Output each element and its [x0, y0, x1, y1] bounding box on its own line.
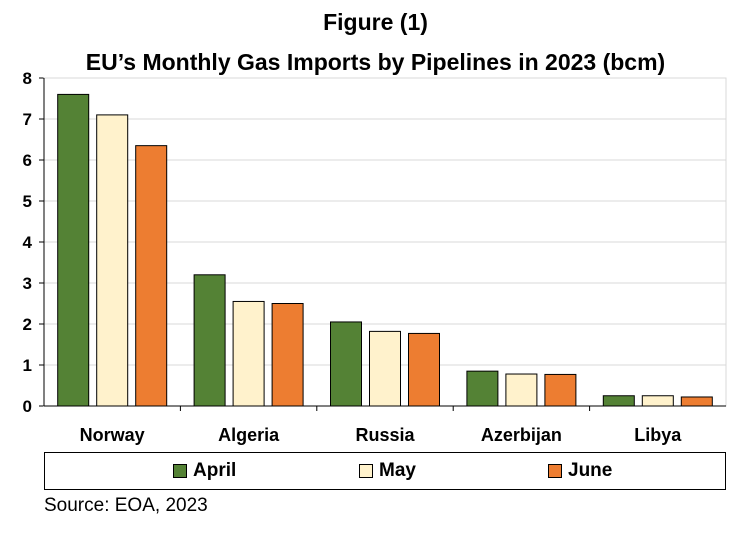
bar-may-norway	[96, 114, 129, 407]
bar-may-russia	[369, 330, 401, 407]
y-tick-label: 4	[23, 233, 33, 252]
y-tick-label: 5	[23, 192, 32, 211]
x-tick-label: Azerbijan	[481, 425, 562, 445]
legend-item-june: June	[548, 460, 613, 481]
legend-item-may: May	[359, 460, 416, 481]
bar-april-norway	[57, 93, 90, 407]
legend-swatch-april	[173, 464, 187, 478]
y-tick-label: 2	[23, 315, 32, 334]
legend-item-april: April	[173, 460, 237, 481]
bar-april-algeria	[193, 274, 226, 407]
bar-may-azerbijan	[505, 373, 538, 407]
chart-title: Figure (1)	[323, 9, 428, 35]
x-tick-label: Russia	[355, 425, 415, 445]
x-tick-label: Algeria	[218, 425, 280, 445]
y-tick-label: 0	[23, 397, 32, 416]
x-tick-label: Norway	[80, 425, 145, 445]
bar-june-russia	[408, 332, 440, 407]
legend-swatch-may	[359, 464, 373, 478]
y-tick-label: 8	[23, 69, 32, 88]
bar-may-algeria	[232, 300, 265, 407]
bar-june-norway	[135, 145, 168, 407]
chart-subtitle: EU’s Monthly Gas Imports by Pipelines in…	[85, 49, 666, 75]
bar-june-algeria	[271, 303, 304, 407]
y-tick-label: 6	[23, 151, 32, 170]
bar-june-azerbijan	[544, 373, 577, 407]
bar-june-libya	[680, 396, 713, 407]
legend: April May June	[44, 452, 726, 490]
y-tick-label: 3	[23, 274, 32, 293]
x-tick-label: Libya	[634, 425, 682, 445]
source-note: Source: EOA, 2023	[44, 495, 208, 516]
legend-swatch-june	[548, 464, 562, 478]
bar-may-libya	[641, 395, 674, 407]
y-tick-label: 1	[23, 356, 32, 375]
legend-label-june: June	[568, 460, 613, 481]
legend-label-april: April	[193, 460, 237, 481]
bar-april-azerbijan	[466, 370, 499, 407]
bar-april-libya	[602, 395, 635, 407]
y-tick-label: 7	[23, 110, 32, 129]
legend-label-may: May	[379, 460, 416, 481]
bar-april-russia	[330, 321, 362, 407]
bar-chart: 0 1 2 3 4 5 6 7 8 Norway Algeria Russia Azerbijan Lib…	[23, 69, 727, 445]
